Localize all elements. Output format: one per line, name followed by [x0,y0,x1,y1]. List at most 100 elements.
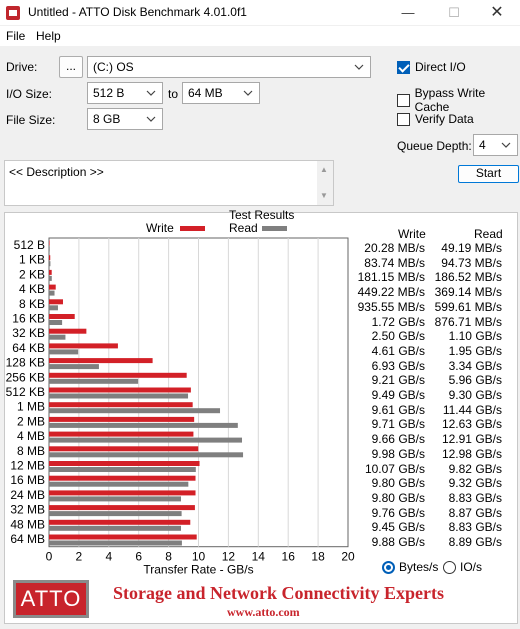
banner-url[interactable]: www.atto.com [227,605,300,619]
minimize-button[interactable]: — [401,5,415,20]
write-value: 9.45 GB/s [371,520,425,535]
write-bar [49,431,194,437]
io-size-from-value: 512 B [93,86,125,100]
write-value: 2.50 GB/s [371,329,425,344]
io-size-to-select[interactable]: 64 MB [182,82,260,104]
chevron-down-icon [243,86,253,100]
description-textbox[interactable]: << Description >> ▲ ▼ [4,160,334,206]
maximize-button[interactable]: ☐ [448,5,460,20]
verify-data-label: Verify Data [415,112,474,126]
write-value: 20.28 MB/s [364,241,425,255]
write-bar [49,461,200,466]
write-bar [49,314,75,319]
queue-depth-value: 4 [479,138,486,152]
description-text: << Description >> [9,165,104,179]
menu-file[interactable]: File [6,29,26,43]
atto-app-icon [6,6,20,20]
direct-io-checkbox[interactable]: Direct I/O [397,60,466,74]
read-bar [49,437,243,443]
write-value: 449.22 MB/s [357,285,425,300]
y-tick-label: 24 MB [10,488,45,502]
x-tick-label: 0 [46,550,53,564]
atto-banner[interactable]: ATTO Storage and Network Connectivity Ex… [5,578,517,623]
menu-help[interactable]: Help [36,29,61,43]
write-bar [49,490,196,496]
browse-button[interactable]: ... [59,56,83,78]
write-bar [49,240,50,246]
write-value: 9.88 GB/s [371,535,425,549]
y-tick-label: 12 MB [10,459,45,473]
io-per-second-radio[interactable]: IO/s [443,560,482,574]
bytes-per-second-radio[interactable]: Bytes/s [382,560,438,574]
window-title: Untitled - ATTO Disk Benchmark 4.01.0f1 [28,5,247,19]
read-value: 8.83 GB/s [448,490,502,505]
write-value: 181.15 MB/s [357,270,425,285]
drive-select[interactable]: (C:) OS [87,56,371,78]
read-value: 1.10 GB/s [448,329,502,344]
read-bar [49,290,55,296]
read-bar [49,246,50,252]
chevron-down-icon [146,86,156,100]
write-bar [49,387,191,393]
io-size-to-value: 64 MB [188,86,223,100]
y-tick-label: 2 KB [19,267,45,281]
write-bar [49,475,196,481]
read-bar [49,349,79,355]
file-size-select[interactable]: 8 GB [87,108,163,130]
write-bar [49,372,187,378]
chevron-down-icon [501,138,511,152]
write-value: 83.74 MB/s [364,255,425,270]
chart-title: Test Results [229,208,295,222]
io-size-from-select[interactable]: 512 B [87,82,163,104]
verify-data-checkbox[interactable]: Verify Data [397,112,474,126]
transfer-rate-chart: 0 2 4 6 8 10 12 14 16 18 20 Transfer Rate - GB/s 512… [6,237,355,577]
write-bar [49,505,195,511]
write-value: 9.71 GB/s [371,417,425,432]
read-bar [49,540,182,546]
y-tick-label: 8 MB [17,444,45,458]
legend-read-swatch [262,226,287,231]
start-button[interactable]: Start [458,165,519,183]
write-bar [49,446,199,452]
io-per-second-label: IO/s [460,560,483,574]
drive-label: Drive: [6,60,38,74]
x-tick-label: 6 [135,550,142,564]
description-scrollbar[interactable]: ▲ ▼ [317,161,333,205]
y-tick-label: 16 MB [10,473,45,487]
read-bar [49,378,139,384]
checkbox-checked-icon [397,60,410,74]
queue-depth-select[interactable]: 4 [473,134,518,156]
direct-io-label: Direct I/O [415,60,466,74]
read-value: 11.44 GB/s [442,402,502,417]
scroll-up-icon[interactable]: ▲ [320,165,328,174]
read-bar [49,393,189,399]
write-value: 1.72 GB/s [371,314,425,329]
io-size-label: I/O Size: [6,87,53,101]
y-tick-label: 128 KB [6,356,45,370]
read-value: 876.71 MB/s [434,314,502,329]
read-value: 186.52 MB/s [434,270,502,285]
legend-write-label: Write [146,221,174,235]
x-tick-label: 14 [252,550,266,564]
read-bar [49,481,189,487]
read-value: 599.61 MB/s [434,299,502,314]
y-tick-label: 64 KB [12,341,45,355]
read-value: 5.96 GB/s [448,373,502,388]
legend-read-label: Read [229,221,258,235]
bypass-write-cache-checkbox[interactable]: Bypass Write Cache [397,86,520,114]
bytes-per-second-label: Bytes/s [399,560,439,574]
scroll-down-icon[interactable]: ▼ [320,191,328,200]
read-bar [49,334,66,340]
queue-depth-label: Queue Depth: [397,139,472,153]
x-axis-label: Transfer Rate - GB/s [143,563,253,577]
y-tick-label: 2 MB [17,414,45,428]
read-bar [49,452,244,458]
y-tick-label: 16 KB [12,312,45,326]
y-tick-label: 64 MB [10,532,45,546]
read-bar [49,261,51,267]
read-bar [49,422,238,428]
close-button[interactable]: ✕ [490,4,504,21]
read-value: 369.14 MB/s [434,285,502,300]
radio-selected-icon [382,560,395,574]
write-bar [49,343,118,349]
